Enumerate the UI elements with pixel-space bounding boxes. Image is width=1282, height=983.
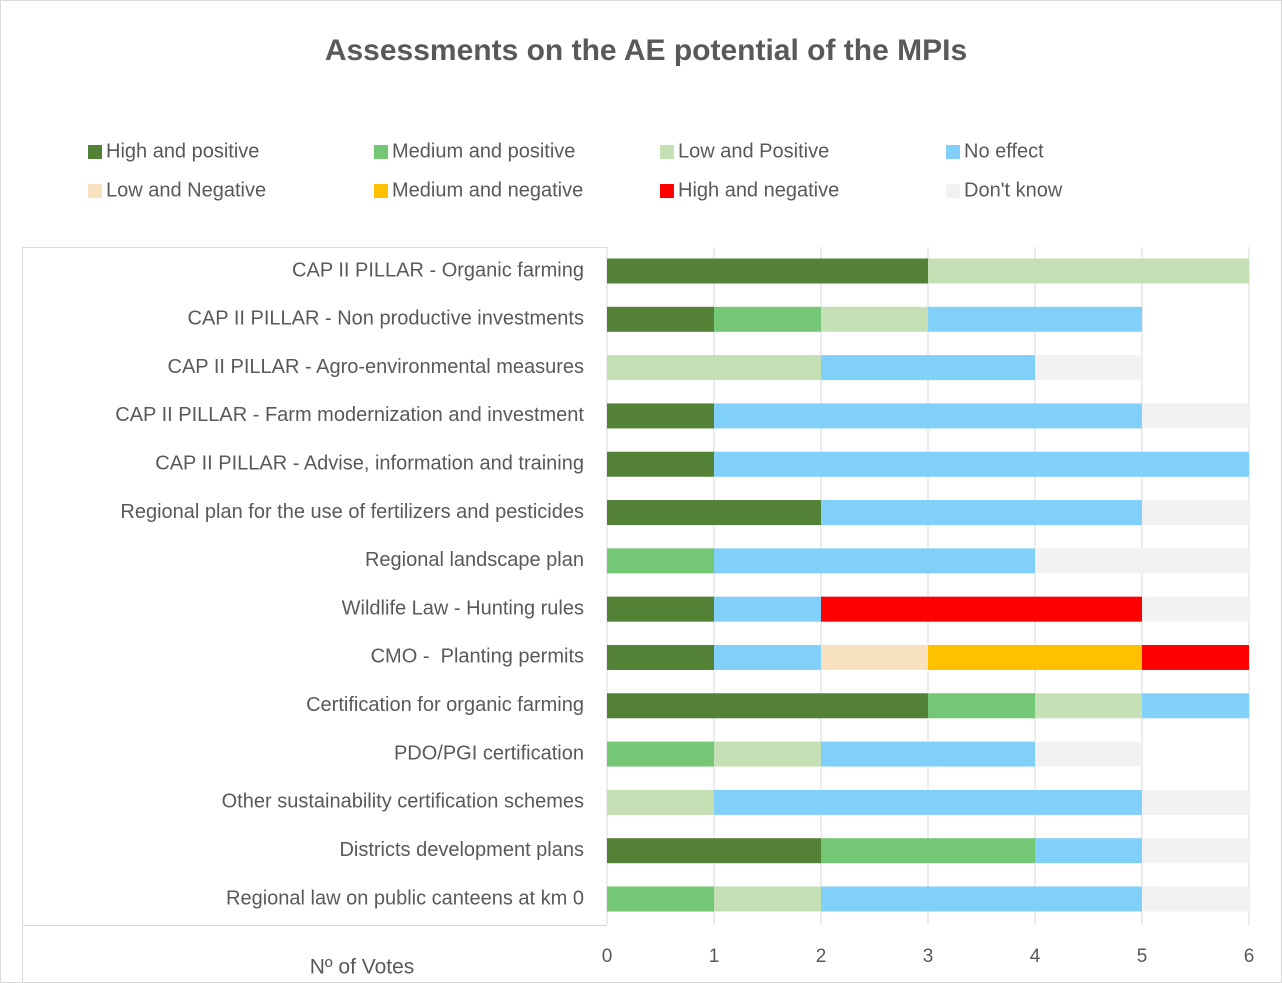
bar-segment xyxy=(607,258,928,284)
bar-segment xyxy=(607,838,821,864)
bar-segment xyxy=(1035,838,1142,864)
y-tick-label: CAP II PILLAR - Farm modernization and i… xyxy=(115,404,584,426)
bar-segment xyxy=(1142,693,1249,719)
bar-segment xyxy=(714,403,1142,429)
bar-segment xyxy=(714,596,821,622)
bar-segment xyxy=(607,451,714,477)
legend-swatch xyxy=(88,145,102,159)
bar-segment xyxy=(1035,693,1142,719)
bar-segment xyxy=(1035,548,1249,574)
y-tick-label: CAP II PILLAR - Agro-environmental measu… xyxy=(168,356,584,378)
y-tick-label: Certification for organic farming xyxy=(306,694,584,716)
bar-segment xyxy=(607,741,714,767)
y-tick-label: Regional law on public canteens at km 0 xyxy=(226,887,584,909)
bar-segment xyxy=(821,306,928,332)
legend-swatch xyxy=(660,184,674,198)
bar-segment xyxy=(714,306,821,332)
bar-segment xyxy=(607,596,714,622)
legend-label: Medium and positive xyxy=(392,140,575,162)
bar-segment xyxy=(607,644,714,670)
x-tick-label: 2 xyxy=(816,946,827,967)
bar-segment xyxy=(607,693,928,719)
y-tick-label: CAP II PILLAR - Advise, information and … xyxy=(155,453,584,475)
legend-label: Don't know xyxy=(964,179,1063,201)
bar-segment xyxy=(714,886,821,912)
bar-segment xyxy=(607,886,714,912)
bar-segment xyxy=(607,500,821,526)
y-tick-label: Regional landscape plan xyxy=(365,549,584,571)
bar-segment xyxy=(821,596,1142,622)
x-tick-label: 3 xyxy=(923,946,934,967)
bar-segment xyxy=(1142,403,1249,429)
legend-label: Low and Positive xyxy=(678,140,829,162)
bar-segment xyxy=(1142,644,1249,670)
y-tick-label: CAP II PILLAR - Organic farming xyxy=(292,259,584,281)
bar-segment xyxy=(1142,596,1249,622)
bar-segment xyxy=(607,306,714,332)
bar-segment xyxy=(607,355,821,381)
legend-label: No effect xyxy=(964,140,1044,162)
y-tick-label: Regional plan for the use of fertilizers… xyxy=(120,501,584,523)
x-tick-label: 1 xyxy=(709,946,720,967)
bar-segment xyxy=(1035,355,1142,381)
bar-segment xyxy=(821,500,1142,526)
bar-segment xyxy=(714,451,1249,477)
legend-swatch xyxy=(660,145,674,159)
y-tick-label: PDO/PGI certification xyxy=(394,742,584,764)
legend-swatch xyxy=(88,184,102,198)
bar-segment xyxy=(1035,741,1142,767)
legend-swatch xyxy=(374,145,388,159)
bar-segment xyxy=(607,789,714,815)
bar-segment xyxy=(1142,500,1249,526)
bar-segment xyxy=(1142,886,1249,912)
bar-segment xyxy=(928,644,1142,670)
bar-segment xyxy=(714,789,1142,815)
x-axis-label: Nº of Votes xyxy=(310,956,415,979)
bar-segment xyxy=(607,548,714,574)
x-tick-label: 0 xyxy=(602,946,613,967)
y-tick-label: Districts development plans xyxy=(339,839,584,861)
legend-swatch xyxy=(946,184,960,198)
legend-label: High and positive xyxy=(106,140,259,162)
chart-title: Assessments on the AE potential of the M… xyxy=(325,34,967,67)
y-tick-label: Wildlife Law - Hunting rules xyxy=(342,597,584,619)
bar-segment xyxy=(1142,838,1249,864)
bar-segment xyxy=(821,886,1142,912)
legend-label: Low and Negative xyxy=(106,179,266,201)
x-tick-label: 4 xyxy=(1030,946,1041,967)
bar-segment xyxy=(714,548,1035,574)
bar-segment xyxy=(821,838,1035,864)
legend-label: Medium and negative xyxy=(392,179,583,201)
legend-label: High and negative xyxy=(678,179,839,201)
bar-segment xyxy=(928,306,1142,332)
legend-swatch xyxy=(946,145,960,159)
bar-segment xyxy=(1142,789,1249,815)
bar-segment xyxy=(928,693,1035,719)
x-tick-label: 5 xyxy=(1137,946,1148,967)
bar-segment xyxy=(821,355,1035,381)
bar-segment xyxy=(714,741,821,767)
legend-swatch xyxy=(374,184,388,198)
y-tick-label: Other sustainability certification schem… xyxy=(222,791,584,813)
y-tick-label: CMO - Planting permits xyxy=(371,646,584,668)
bar-segment xyxy=(607,403,714,429)
bar-segment xyxy=(714,644,821,670)
bar-segment xyxy=(821,644,928,670)
y-tick-label: CAP II PILLAR - Non productive investmen… xyxy=(188,308,584,330)
bar-segment xyxy=(821,741,1035,767)
bar-segment xyxy=(928,258,1249,284)
x-tick-label: 6 xyxy=(1244,946,1255,967)
